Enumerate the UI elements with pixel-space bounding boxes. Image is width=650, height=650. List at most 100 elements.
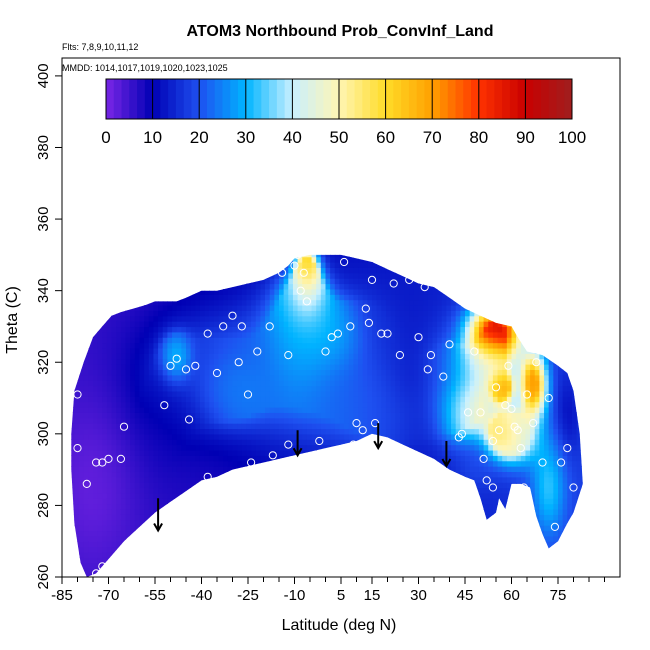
heatmap-cell — [93, 304, 99, 311]
heatmap-cell — [260, 374, 266, 381]
heatmap-cell — [111, 262, 117, 268]
heatmap-cell — [265, 369, 271, 376]
heatmap-cell — [176, 412, 182, 419]
heatmap-cell — [255, 508, 261, 515]
heatmap-cell — [74, 460, 80, 467]
heatmap-cell — [418, 278, 424, 285]
heatmap-cell — [190, 380, 196, 387]
heatmap-cell — [419, 579, 424, 585]
heatmap-cell — [390, 288, 396, 295]
heatmap-cell — [376, 525, 382, 532]
heatmap-cell — [74, 471, 80, 478]
heatmap-cell — [288, 514, 294, 521]
heatmap-cell — [316, 304, 322, 311]
heatmap-cell — [358, 482, 364, 489]
heatmap-cell — [265, 439, 271, 446]
heatmap-cell — [195, 562, 201, 569]
heatmap-cell — [65, 418, 70, 424]
heatmap-cell — [195, 374, 201, 381]
heatmap-cell — [125, 406, 131, 413]
heatmap-cell — [372, 508, 378, 515]
heatmap-cell — [390, 525, 396, 532]
heatmap-cell — [385, 396, 392, 403]
heatmap-cell — [423, 471, 429, 478]
heatmap-cell — [176, 380, 182, 387]
heatmap-cell — [167, 321, 173, 328]
heatmap-cell — [190, 401, 196, 408]
heatmap-cell — [427, 272, 434, 279]
heatmap-cell — [232, 342, 238, 349]
heatmap-cell — [367, 272, 373, 279]
heatmap-cell — [83, 278, 89, 285]
heatmap-cell — [358, 568, 364, 575]
heatmap-cell — [390, 492, 396, 499]
heatmap-cell — [200, 579, 205, 585]
heatmap-cell — [274, 299, 280, 306]
heatmap-cell — [265, 294, 271, 301]
heatmap-cell — [227, 568, 234, 575]
heatmap-cell — [330, 562, 336, 569]
heatmap-cell — [423, 482, 429, 489]
heatmap-cell — [218, 482, 224, 489]
heatmap-cell — [330, 535, 336, 542]
heatmap-cell — [334, 439, 341, 446]
heatmap-cell — [274, 374, 280, 381]
heatmap-cell — [181, 417, 187, 424]
heatmap-cell — [116, 254, 122, 258]
heatmap-cell — [93, 439, 99, 446]
heatmap-cell — [325, 562, 331, 569]
heatmap-cell — [399, 321, 406, 328]
heatmap-cell — [116, 315, 122, 322]
heatmap-cell — [153, 310, 159, 317]
heatmap-cell — [65, 332, 70, 338]
heatmap-cell — [269, 428, 275, 435]
heatmap-cell — [153, 321, 159, 328]
heatmap-cell — [265, 358, 271, 365]
heatmap-cell — [255, 278, 261, 285]
heatmap-cell — [283, 546, 289, 553]
heatmap-cell — [186, 535, 192, 542]
heatmap-cell — [195, 503, 201, 510]
heatmap-cell — [172, 304, 178, 311]
heatmap-cell — [134, 374, 141, 381]
heatmap-cell — [120, 390, 127, 397]
heatmap-cell — [83, 530, 89, 537]
heatmap-cell — [204, 546, 210, 553]
heatmap-cell — [71, 310, 75, 317]
heatmap-cell — [158, 326, 164, 333]
heatmap-cell — [111, 449, 117, 456]
heatmap-cell — [116, 385, 122, 392]
heatmap-cell — [334, 299, 341, 306]
heatmap-cell — [306, 369, 313, 376]
heatmap-cell — [409, 476, 415, 483]
heatmap-cell — [297, 433, 303, 440]
heatmap-cell — [274, 557, 280, 564]
heatmap-cell — [148, 272, 155, 279]
heatmap-cell — [334, 337, 341, 344]
heatmap-cell — [195, 579, 200, 585]
heatmap-cell — [237, 294, 243, 301]
heatmap-cell — [358, 433, 364, 440]
heatmap-cell — [134, 262, 141, 268]
heatmap-cell — [177, 246, 182, 252]
heatmap-cell — [395, 492, 401, 499]
heatmap-cell — [288, 358, 294, 365]
heatmap-cell — [83, 535, 89, 542]
heatmap-cell — [372, 396, 378, 403]
heatmap-cell — [246, 315, 252, 322]
heatmap-cell — [395, 390, 401, 397]
heatmap-cell — [102, 254, 108, 258]
heatmap-cell — [176, 256, 182, 263]
heatmap-cell — [269, 337, 275, 344]
heatmap-cell — [158, 498, 164, 505]
heatmap-cell — [325, 369, 331, 376]
heatmap-cell — [311, 476, 317, 483]
heatmap-cell — [362, 358, 368, 365]
heatmap-cell — [251, 482, 257, 489]
heatmap-cell — [93, 412, 99, 419]
heatmap-cell — [102, 530, 108, 537]
heatmap-cell — [218, 353, 224, 360]
heatmap-cell — [102, 439, 108, 446]
heatmap-cell — [353, 256, 359, 263]
heatmap-cell — [306, 498, 313, 505]
